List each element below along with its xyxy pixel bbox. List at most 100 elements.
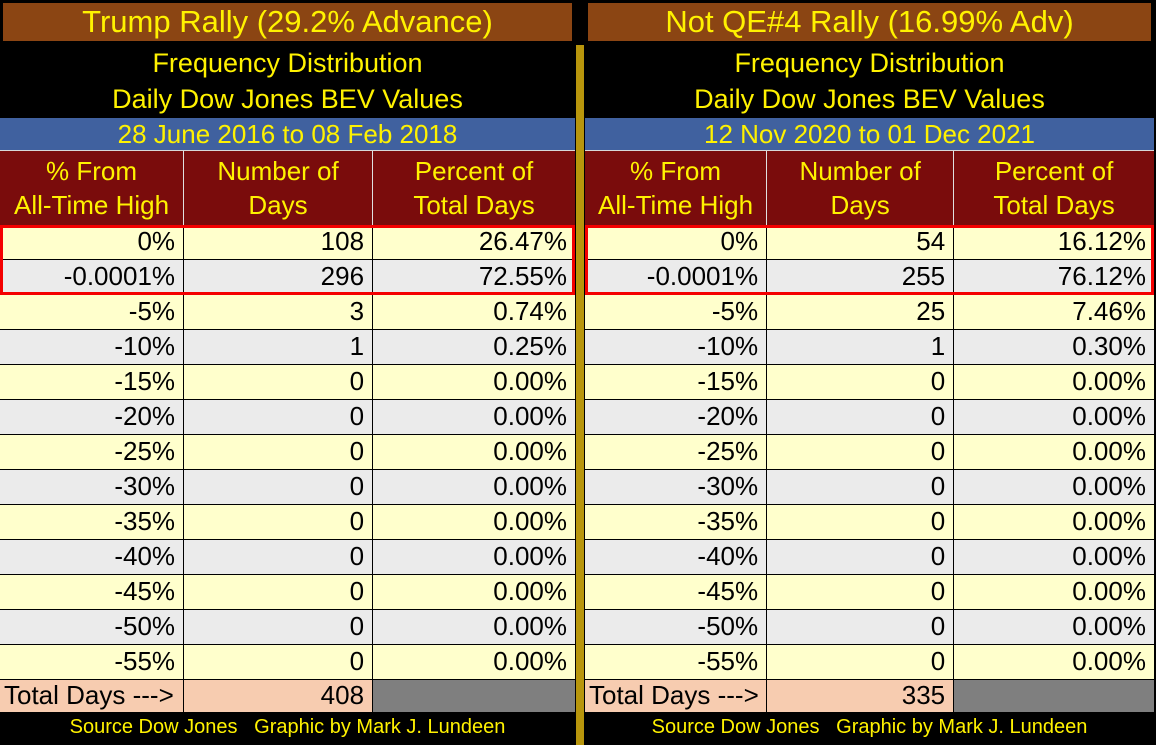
- cell-percent-of-total: 0.00%: [493, 611, 567, 641]
- table-row: -20% 0 0.00%: [585, 400, 1154, 435]
- cell-number-of-days: 0: [767, 575, 955, 609]
- cell-bev-value: 0%: [585, 225, 768, 259]
- table-row: -5% 25 7.46%: [585, 295, 1154, 330]
- cell-number-of-days: 0: [184, 540, 374, 574]
- panel-not-qe4-rally: Not QE#4 Rally (16.99% Adv) Frequency Di…: [585, 0, 1154, 745]
- cell-bev-value: -30%: [0, 470, 185, 504]
- cell-bev-value: -35%: [0, 505, 185, 539]
- cell-number-of-days: 25: [767, 295, 955, 329]
- total-days-value: 335: [767, 680, 955, 712]
- cell-percent-of-total: 0.00%: [1072, 611, 1146, 641]
- cell-bev-value: -40%: [0, 540, 185, 574]
- cell-number-of-days: 54: [767, 225, 955, 259]
- table-row: -35% 0 0.00%: [585, 505, 1154, 540]
- table-row: -5% 3 0.74%: [0, 295, 575, 330]
- table-row: -0.0001% 296 72.55%: [0, 260, 575, 295]
- cell-percent-of-total: 0.00%: [493, 646, 567, 676]
- source-credit: Source Dow Jones Graphic by Mark J. Lund…: [585, 712, 1154, 745]
- table-row: -45% 0 0.00%: [585, 575, 1154, 610]
- cell-number-of-days: 1: [767, 330, 955, 364]
- cell-bev-value: -20%: [585, 400, 768, 434]
- cell-number-of-days: 0: [184, 400, 374, 434]
- cell-percent-of-total: 0.00%: [1072, 576, 1146, 606]
- cell-percent-of-total: 0.30%: [1072, 331, 1146, 361]
- panel-divider-gold-bar: [576, 45, 584, 745]
- cell-percent-of-total: 0.00%: [493, 506, 567, 536]
- table-row: -50% 0 0.00%: [585, 610, 1154, 645]
- cell-bev-value: -35%: [585, 505, 768, 539]
- cell-bev-value: -15%: [0, 365, 185, 399]
- cell-number-of-days: 0: [184, 575, 374, 609]
- table-row: -25% 0 0.00%: [585, 435, 1154, 470]
- column-header-row: % From All-Time High Number of Days Perc…: [585, 151, 1154, 225]
- bev-table-body: 0% 54 16.12% -0.0001% 255 76.12% -5% 25 7.46% -10…: [585, 225, 1154, 680]
- subtitle-frequency-distribution: Frequency Distribution: [734, 48, 1005, 78]
- subtitle-bev-values: Daily Dow Jones BEV Values: [112, 84, 463, 114]
- cell-number-of-days: 1: [184, 330, 374, 364]
- source-credit: Source Dow Jones Graphic by Mark J. Lund…: [0, 712, 575, 745]
- cell-bev-value: -50%: [0, 610, 185, 644]
- total-days-label: Total Days --->: [0, 680, 185, 712]
- cell-number-of-days: 0: [767, 400, 955, 434]
- cell-bev-value: -30%: [585, 470, 768, 504]
- cell-bev-value: -45%: [585, 575, 768, 609]
- cell-percent-of-total: 0.00%: [1072, 401, 1146, 431]
- cell-bev-value: -25%: [0, 435, 185, 469]
- panel-trump-rally: Trump Rally (29.2% Advance) Frequency Di…: [0, 0, 575, 745]
- table-row: -15% 0 0.00%: [585, 365, 1154, 400]
- table-row: 0% 54 16.12%: [585, 225, 1154, 260]
- cell-percent-of-total: 0.00%: [1072, 541, 1146, 571]
- cell-percent-of-total: 0.00%: [1072, 506, 1146, 536]
- cell-bev-value: -0.0001%: [0, 260, 185, 294]
- total-empty-cell: [954, 680, 1154, 712]
- col-header-percent-of-total: Percent of Total Days: [413, 156, 535, 220]
- cell-number-of-days: 0: [184, 470, 374, 504]
- cell-percent-of-total: 76.12%: [1057, 261, 1146, 291]
- table-row: -0.0001% 255 76.12%: [585, 260, 1154, 295]
- date-range: 28 June 2016 to 08 Feb 2018: [0, 118, 575, 151]
- table-row: -30% 0 0.00%: [585, 470, 1154, 505]
- cell-bev-value: -0.0001%: [585, 260, 768, 294]
- table-row: -30% 0 0.00%: [0, 470, 575, 505]
- bev-table-body: 0% 108 26.47% -0.0001% 296 72.55% -5% 3 0.74% -10…: [0, 225, 575, 680]
- cell-number-of-days: 0: [767, 645, 955, 679]
- cell-bev-value: -40%: [585, 540, 768, 574]
- cell-percent-of-total: 0.00%: [1072, 471, 1146, 501]
- col-header-number-of-days: Number of Days: [767, 151, 955, 225]
- cell-percent-of-total: 16.12%: [1057, 226, 1146, 256]
- cell-percent-of-total: 26.47%: [478, 226, 567, 256]
- table-row: -10% 1 0.30%: [585, 330, 1154, 365]
- table-row: 0% 108 26.47%: [0, 225, 575, 260]
- cell-number-of-days: 0: [184, 365, 374, 399]
- cell-bev-value: -5%: [0, 295, 185, 329]
- table-row: -40% 0 0.00%: [0, 540, 575, 575]
- cell-percent-of-total: 72.55%: [478, 261, 567, 291]
- cell-number-of-days: 255: [767, 260, 955, 294]
- cell-percent-of-total: 0.00%: [493, 576, 567, 606]
- table-row: -50% 0 0.00%: [0, 610, 575, 645]
- table-row: -20% 0 0.00%: [0, 400, 575, 435]
- cell-number-of-days: 0: [767, 505, 955, 539]
- table-row: -35% 0 0.00%: [0, 505, 575, 540]
- cell-number-of-days: 0: [184, 505, 374, 539]
- total-empty-cell: [373, 680, 575, 712]
- table-row: -40% 0 0.00%: [585, 540, 1154, 575]
- cell-bev-value: -10%: [585, 330, 768, 364]
- cell-number-of-days: 108: [184, 225, 374, 259]
- cell-number-of-days: 0: [184, 610, 374, 644]
- cell-number-of-days: 3: [184, 295, 374, 329]
- panel-title: Trump Rally (29.2% Advance): [0, 0, 575, 44]
- col-header-percent-of-total: Percent of Total Days: [993, 156, 1115, 220]
- cell-percent-of-total: 0.00%: [493, 541, 567, 571]
- cell-bev-value: -5%: [585, 295, 768, 329]
- table-row: -25% 0 0.00%: [0, 435, 575, 470]
- cell-bev-value: -50%: [585, 610, 768, 644]
- cell-bev-value: -55%: [0, 645, 185, 679]
- total-days-label: Total Days --->: [585, 680, 768, 712]
- cell-bev-value: -15%: [585, 365, 768, 399]
- table-row: -15% 0 0.00%: [0, 365, 575, 400]
- col-header-pct-from-high: % From All-Time High: [0, 151, 185, 225]
- panel-subtitle: Frequency Distribution Daily Dow Jones B…: [585, 44, 1154, 118]
- cell-number-of-days: 0: [767, 540, 955, 574]
- table-row: -10% 1 0.25%: [0, 330, 575, 365]
